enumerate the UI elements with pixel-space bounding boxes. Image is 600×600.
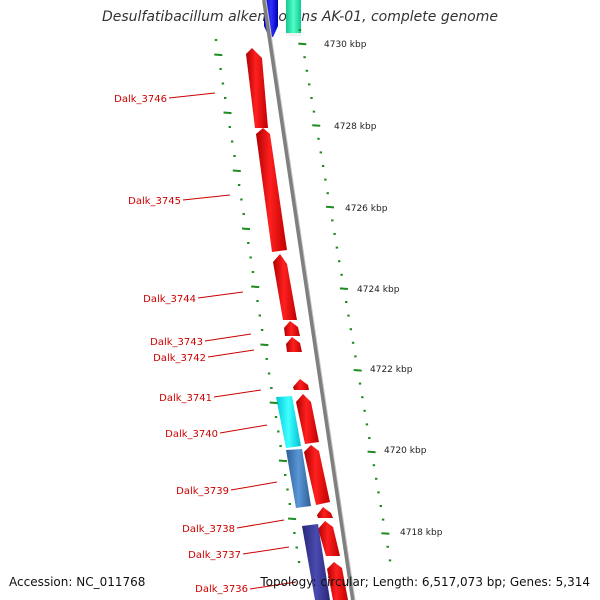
ruler-label-4724: 4724 kbp xyxy=(357,285,400,295)
major-tick xyxy=(367,450,376,454)
gene-label-dalk-3746: Dalk_3746 xyxy=(114,94,167,105)
ruler-label-4728: 4728 kbp xyxy=(334,122,377,132)
gene-arrow-dalk-3744 xyxy=(273,254,297,320)
gene-labels: Dalk_3746 Dalk_3745 Dalk_3744 Dalk_3743 … xyxy=(114,94,248,595)
ruler-label-4730: 4730 kbp xyxy=(324,40,367,50)
major-tick xyxy=(241,227,251,231)
gene-label-dalk-3741: Dalk_3741 xyxy=(159,393,212,404)
accession-text: Accession: NC_011768 xyxy=(9,575,146,589)
major-tick xyxy=(312,124,321,127)
gene-label-dalk-3742: Dalk_3742 xyxy=(153,353,206,364)
major-tick xyxy=(381,532,390,535)
major-tick xyxy=(251,285,260,289)
ruler-label-4726: 4726 kbp xyxy=(345,204,388,214)
gene-arrow-dalk-3741 xyxy=(293,379,309,390)
gene-arrow-top-teal xyxy=(286,0,301,36)
gene-label-dalk-3743: Dalk_3743 xyxy=(150,337,203,348)
major-tick xyxy=(325,205,335,209)
gene-arrow-dalk-3742 xyxy=(286,337,302,352)
gene-label-leaders xyxy=(168,92,297,590)
genome-backbone xyxy=(262,0,356,600)
gene-block-cyan xyxy=(276,396,301,448)
left-tick-track xyxy=(214,39,301,563)
gene-arrow-dalk-3739 xyxy=(304,445,330,505)
major-tick xyxy=(278,459,287,463)
gene-arrow-dalk-3740 xyxy=(296,394,319,444)
gene-label-dalk-3738: Dalk_3738 xyxy=(182,524,235,535)
major-tick xyxy=(288,517,297,521)
gene-arrow-dalk-3745 xyxy=(256,128,287,252)
gene-arrow-dalk-3738 xyxy=(317,507,333,518)
gene-arrow-dalk-3736 xyxy=(327,562,348,600)
major-tick xyxy=(223,111,232,115)
ruler-label-4720: 4720 kbp xyxy=(384,446,427,456)
ruler-label-4722: 4722 kbp xyxy=(370,365,413,375)
major-tick xyxy=(269,401,278,405)
right-tick-track xyxy=(298,29,392,562)
gene-label-dalk-3736: Dalk_3736 xyxy=(195,584,248,595)
major-tick xyxy=(232,169,241,173)
major-tick xyxy=(260,343,269,347)
ruler-label-4718: 4718 kbp xyxy=(400,528,443,538)
gene-label-dalk-3740: Dalk_3740 xyxy=(165,429,218,440)
gene-arrow-dalk-3746 xyxy=(246,48,268,128)
ruler-labels: 4730 kbp 4728 kbp 4726 kbp 4724 kbp 4722… xyxy=(324,40,443,538)
major-tick xyxy=(339,287,348,290)
gene-arrow-dalk-3743 xyxy=(284,321,300,336)
gene-block-steel xyxy=(286,449,311,508)
topology-text: Topology: circular; Length: 6,517,073 bp… xyxy=(260,575,590,589)
gene-block-navy xyxy=(302,524,330,600)
gene-label-dalk-3745: Dalk_3745 xyxy=(128,196,181,207)
gene-label-dalk-3739: Dalk_3739 xyxy=(176,486,229,497)
gene-label-dalk-3737: Dalk_3737 xyxy=(188,550,241,561)
major-tick xyxy=(214,53,223,57)
major-tick xyxy=(353,369,362,372)
gene-label-dalk-3744: Dalk_3744 xyxy=(143,294,196,305)
gene-arrow-dalk-3737 xyxy=(318,521,340,556)
major-tick xyxy=(298,42,307,46)
